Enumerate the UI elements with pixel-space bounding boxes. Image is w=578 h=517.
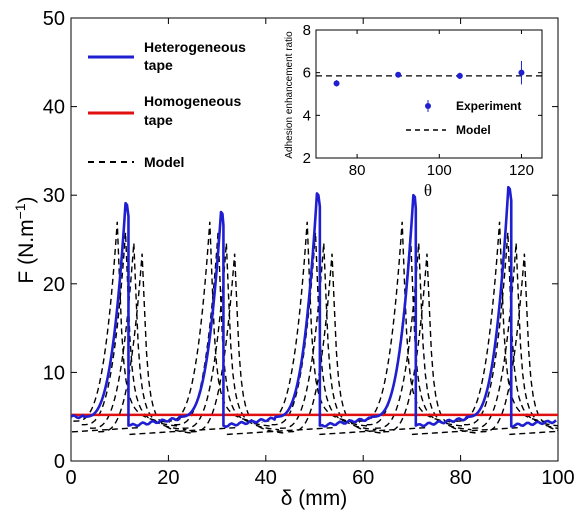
main-x-tick-label: 40 [255,467,277,489]
inset-experiment-point [333,80,340,87]
main-y-tick-label: 20 [43,274,65,296]
main-plot-frame [70,17,559,462]
main-axes-ticks: 0 20 40 60 80 100 0 10 20 30 40 50 [43,8,575,489]
inset-experiment-point [456,72,463,79]
main-y-axis-label-main: F (N.m [15,219,38,283]
model-baseline-segment [129,426,237,436]
inset-y-tick-label: 4 [303,107,311,124]
model-branch-curve [98,253,195,434]
inset-y-axis-label: Adhesion enhancement ratio [284,31,295,159]
main-y-tick-label: 0 [54,451,65,473]
model-branch-curve [81,232,179,427]
main-y-axis-label-superscript: −1 [12,203,28,219]
inset-legend: Experiment Model [406,99,521,137]
model-baseline-segment [71,426,140,433]
main-y-axis-label: F (N.m−1) [12,196,38,283]
main-y-axis-label-close: ) [15,196,38,203]
model-baseline-segment [226,426,335,436]
inset-x-tick-label: 100 [427,162,452,179]
inset-y-tick-label: 2 [303,150,311,167]
inset-legend-label-model: Model [456,123,491,137]
inset-chart: 80 100 120 2 4 6 8 θ Adhesion enhancement rati… [284,22,543,200]
legend-label-homogeneous-line1: Homogeneous [144,93,241,109]
legend-label-heterogeneous-line1: Heterogeneous [144,39,246,55]
inset-experiment-point [395,71,402,78]
inset-x-tick-label: 120 [509,162,534,179]
inset-series-group [316,60,542,87]
inset-legend-marker-experiment [425,103,431,109]
model-branch-curve [358,221,455,424]
main-x-tick-label: 20 [157,467,179,489]
inset-x-tick-label: 80 [349,162,366,179]
model-branch-curve [288,253,385,434]
inset-y-tick-label: 8 [303,22,311,39]
main-y-tick-label: 40 [43,97,65,119]
main-series-group [71,185,558,436]
heterogeneous-tape-curve [71,185,557,429]
main-x-axis-label: δ (mm) [281,487,348,510]
model-branch-curve [480,253,558,433]
model-branch-curve [190,253,288,434]
legend-label-homogeneous-line2: tape [144,112,173,128]
model-branch-curve [174,232,271,427]
legend-label-model: Model [144,154,184,170]
main-x-tick-label: 0 [65,467,76,489]
model-baseline-segment [509,430,558,436]
model-branch-curve [383,253,480,434]
main-y-tick-label: 50 [43,8,65,30]
inset-axes-ticks: 80 100 120 2 4 6 8 [303,22,542,179]
main-y-tick-label: 30 [43,185,65,207]
inset-plot-frame [315,29,543,159]
main-y-tick-label: 10 [43,362,65,384]
model-branch-curve [263,221,360,424]
main-x-tick-label: 60 [352,467,374,489]
inset-x-axis-label: θ [424,181,432,200]
model-branch-curve [464,232,558,427]
inset-legend-label-experiment: Experiment [456,99,521,113]
main-x-tick-label: 80 [449,467,471,489]
inset-experiment-point [518,69,525,76]
model-baseline-segment [319,426,427,436]
main-x-tick-label: 100 [541,467,574,489]
main-legend: Heterogeneous tape Homogeneous tape Mode… [88,39,246,170]
inset-y-tick-label: 6 [303,65,311,82]
legend-label-heterogeneous-line2: tape [144,57,173,73]
model-branch-curve [165,221,263,424]
